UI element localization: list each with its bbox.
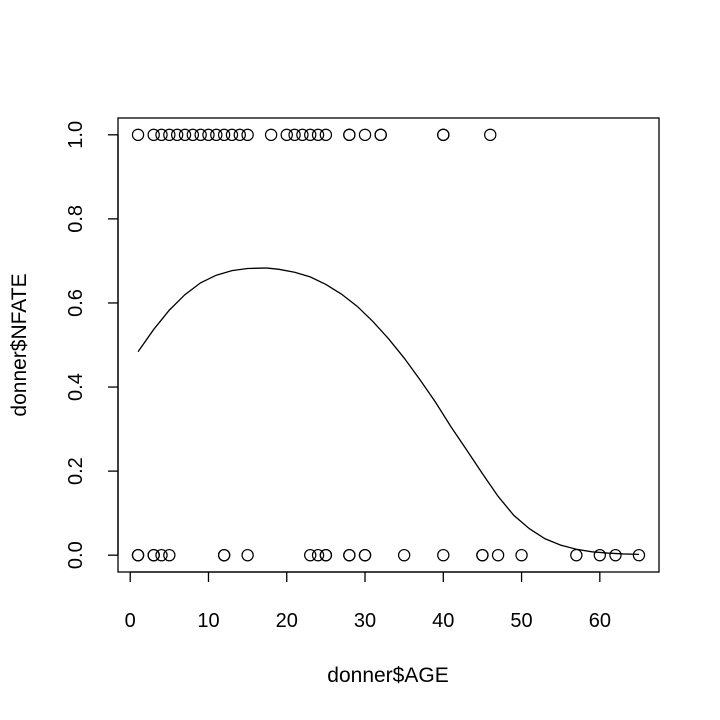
data-point — [264, 128, 278, 142]
fitted-curve-layer — [137, 267, 639, 555]
data-point — [178, 128, 192, 142]
y-tick-label: 0.6 — [65, 289, 87, 317]
y-tick-label: 0.2 — [65, 457, 87, 485]
data-point — [515, 548, 528, 562]
data-point — [437, 548, 450, 562]
data-point — [202, 128, 215, 142]
data-point — [311, 128, 325, 142]
data-point — [217, 548, 231, 562]
data-point — [233, 128, 246, 142]
data-point — [593, 548, 607, 562]
x-tick-label: 10 — [197, 610, 219, 632]
data-point — [147, 548, 160, 562]
data-point — [241, 548, 254, 562]
data-point — [484, 128, 497, 142]
data-point — [437, 128, 450, 142]
data-points — [131, 128, 646, 562]
data-point — [358, 548, 372, 562]
data-point — [280, 128, 293, 142]
data-point — [155, 128, 168, 142]
data-point — [491, 548, 505, 562]
data-point — [374, 128, 387, 142]
data-point — [343, 128, 356, 142]
x-tick-label: 50 — [510, 610, 532, 632]
x-tick-label: 0 — [125, 610, 136, 632]
data-point — [225, 128, 239, 142]
data-point — [397, 548, 411, 562]
data-point — [170, 128, 184, 142]
x-axis-label: donner$AGE — [327, 664, 448, 687]
data-point — [163, 548, 176, 562]
data-point — [304, 128, 317, 142]
y-axis-label: donner$NFATE — [8, 273, 31, 416]
data-point — [358, 128, 372, 142]
y-tick-label: 0.8 — [65, 205, 87, 233]
data-point — [288, 128, 301, 142]
x-tick-label: 30 — [354, 610, 376, 632]
data-point — [343, 548, 356, 562]
data-point — [476, 548, 489, 562]
x-tick-label: 20 — [276, 610, 298, 632]
y-tick-label: 0.0 — [65, 541, 87, 569]
y-axis: 0.0 0.2 0.4 0.6 0.8 1.0 — [65, 121, 119, 569]
fitted-curve — [137, 267, 639, 555]
data-point — [163, 128, 176, 142]
data-point — [210, 128, 223, 142]
x-tick-label: 60 — [589, 610, 611, 632]
x-tick-label: 40 — [432, 610, 454, 632]
data-point — [609, 548, 622, 562]
data-point — [147, 128, 160, 142]
data-point — [296, 128, 309, 142]
data-point — [186, 128, 200, 142]
data-point — [304, 548, 317, 562]
data-point — [319, 548, 333, 562]
data-point — [632, 548, 646, 562]
data-point — [155, 548, 168, 562]
x-axis: 0 10 20 30 40 50 60 — [125, 571, 611, 632]
y-tick-label: 0.4 — [65, 373, 87, 401]
data-point — [570, 548, 583, 562]
data-point — [194, 128, 207, 142]
plot-box — [117, 117, 660, 573]
data-point — [131, 128, 145, 142]
data-point — [319, 128, 333, 142]
data-point — [241, 128, 254, 142]
data-point — [217, 128, 231, 142]
data-point — [311, 548, 325, 562]
data-point — [131, 548, 145, 562]
y-tick-label: 1.0 — [65, 121, 87, 149]
